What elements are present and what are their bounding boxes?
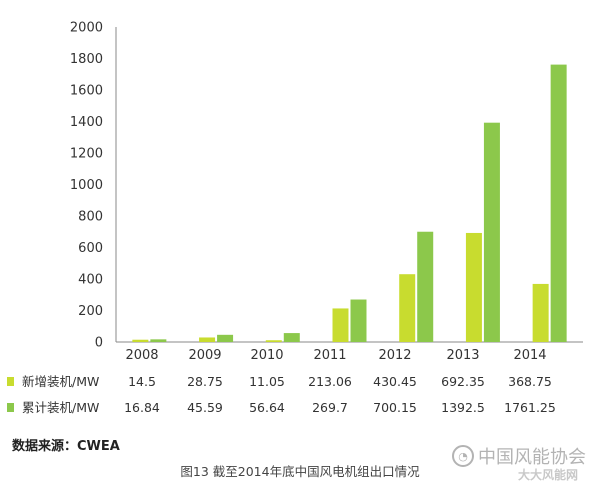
- data-label: 14.5: [128, 374, 156, 389]
- wechat-icon: ◔: [452, 445, 474, 467]
- bar-cumulative: [150, 339, 167, 342]
- bar-cumulative: [550, 64, 567, 343]
- x-tick-label: 2013: [446, 348, 479, 363]
- x-tick-label: 2009: [188, 348, 221, 363]
- bar-new: [132, 339, 149, 342]
- bar-new: [465, 232, 482, 342]
- data-label: 1392.5: [441, 400, 485, 415]
- bar-new: [265, 340, 282, 342]
- bar-cumulative: [483, 122, 500, 343]
- bar-cumulative: [217, 334, 234, 342]
- watermark: ◔ 中国风能协会: [452, 443, 586, 469]
- bar-new: [399, 274, 416, 342]
- data-label: 56.64: [249, 400, 285, 415]
- watermark-secondary: 大大风能网: [517, 468, 578, 482]
- y-tick-label: 1600: [70, 84, 103, 99]
- data-label: 700.15: [373, 400, 417, 415]
- bar-new: [532, 283, 549, 342]
- legend-label: 新增装机/MW: [22, 374, 99, 389]
- x-tick-label: 2008: [125, 348, 158, 363]
- x-tick-label: 2011: [313, 348, 346, 363]
- data-label: 1761.25: [504, 400, 556, 415]
- legend-label: 累计装机/MW: [22, 400, 99, 415]
- y-tick-label: 600: [78, 241, 103, 256]
- data-label: 368.75: [508, 374, 552, 389]
- y-tick-label: 2000: [70, 21, 103, 36]
- x-tick-label: 2014: [513, 348, 546, 363]
- bar-new: [199, 337, 216, 342]
- y-tick-label: 200: [78, 304, 103, 319]
- data-label: 269.7: [312, 400, 348, 415]
- y-tick-label: 1000: [70, 178, 103, 193]
- data-label: 28.75: [187, 374, 223, 389]
- y-tick-label: 1400: [70, 115, 103, 130]
- y-tick-label: 400: [78, 273, 103, 288]
- bar-cumulative: [417, 231, 434, 342]
- watermark-text: 中国风能协会: [478, 447, 586, 468]
- y-tick-label: 0: [95, 336, 103, 351]
- data-label: 45.59: [187, 400, 223, 415]
- data-label: 430.45: [373, 374, 417, 389]
- bar-new: [332, 308, 349, 342]
- data-label: 213.06: [308, 374, 352, 389]
- y-tick-label: 1200: [70, 147, 103, 162]
- x-tick-label: 2012: [378, 348, 411, 363]
- export-bar-chart: 0 200 400 600 800 1000 1200 1400 1600 1800 2000 200…: [7, 21, 583, 415]
- bar-cumulative: [283, 333, 300, 342]
- data-label: 11.05: [249, 374, 285, 389]
- legend-swatch: [7, 403, 14, 412]
- data-label: 16.84: [124, 400, 160, 415]
- data-label: 692.35: [441, 374, 485, 389]
- bar-cumulative: [350, 299, 367, 342]
- y-tick-label: 1800: [70, 52, 103, 67]
- data-source: 数据来源：CWEA: [12, 439, 120, 454]
- legend-swatch: [7, 377, 14, 386]
- y-tick-label: 800: [78, 210, 103, 225]
- figure-caption: 图13 截至2014年底中国风电机组出口情况: [180, 464, 420, 479]
- x-tick-label: 2010: [250, 348, 283, 363]
